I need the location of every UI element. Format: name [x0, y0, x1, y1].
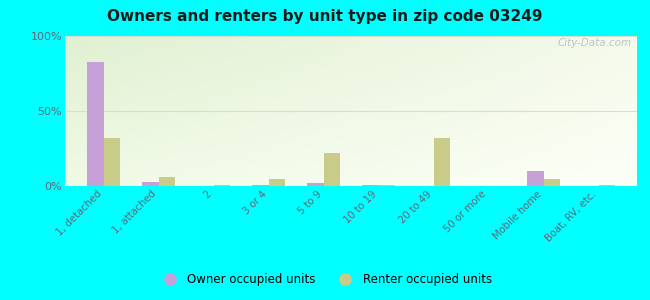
- Bar: [103, 138, 120, 186]
- Text: City-Data.com: City-Data.com: [557, 38, 631, 47]
- Bar: [142, 182, 159, 186]
- Bar: [378, 184, 395, 186]
- Text: Owners and renters by unit type in zip code 03249: Owners and renters by unit type in zip c…: [107, 9, 543, 24]
- Bar: [434, 138, 450, 186]
- Bar: [268, 178, 285, 186]
- Bar: [543, 178, 560, 186]
- Bar: [252, 184, 268, 186]
- Bar: [87, 61, 103, 186]
- Bar: [307, 183, 324, 186]
- Bar: [159, 177, 175, 186]
- Bar: [213, 184, 230, 186]
- Bar: [599, 184, 615, 186]
- Bar: [362, 184, 378, 186]
- Bar: [527, 171, 543, 186]
- Bar: [324, 153, 340, 186]
- Legend: Owner occupied units, Renter occupied units: Owner occupied units, Renter occupied un…: [153, 269, 497, 291]
